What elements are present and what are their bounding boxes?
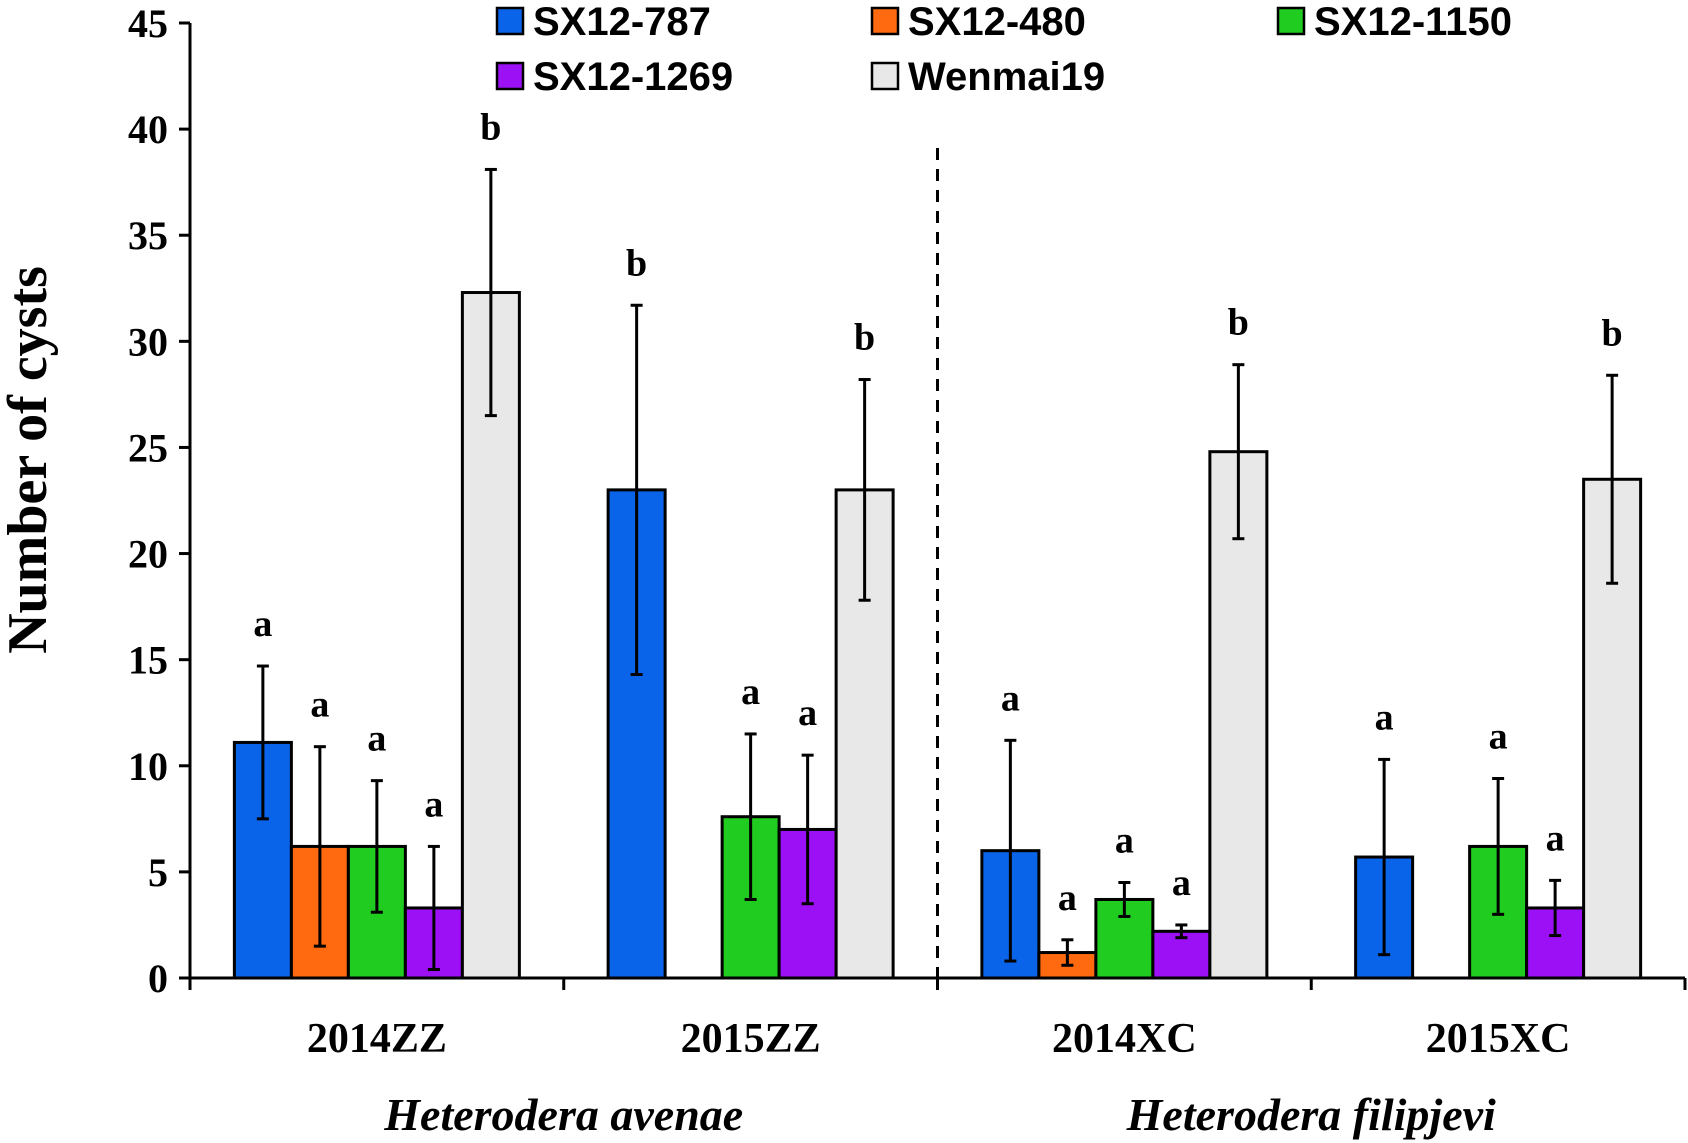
x-tick-label: 2015XC xyxy=(1426,1016,1571,1062)
significance-label: a xyxy=(1489,716,1508,758)
y-axis-label: Number of cysts xyxy=(0,266,59,654)
bars xyxy=(232,291,1643,980)
y-tick-label: 40 xyxy=(128,107,168,152)
y-tick-label: 15 xyxy=(128,638,168,683)
significance-label: a xyxy=(1172,862,1191,904)
legend-label: SX12-1150 xyxy=(1314,0,1512,44)
x-tick-label: 2014ZZ xyxy=(307,1016,447,1062)
legend-swatch-SX12-1150 xyxy=(1276,6,1306,36)
y-tick-label: 25 xyxy=(128,425,168,470)
legend-swatch-SX12-480 xyxy=(870,6,900,36)
significance-label: a xyxy=(1115,820,1134,862)
significance-label: a xyxy=(253,603,272,645)
significance-label: a xyxy=(1546,817,1565,859)
legend-label: SX12-480 xyxy=(908,0,1086,44)
legend-label: Wenmai19 xyxy=(908,55,1105,99)
significance-label: b xyxy=(626,242,647,284)
y-tick-label: 20 xyxy=(128,532,168,577)
significance-label: b xyxy=(1228,302,1249,344)
legend-label: SX12-1269 xyxy=(533,55,733,99)
x-tick-label: 2015ZZ xyxy=(681,1016,821,1062)
significance-label: b xyxy=(854,317,875,359)
y-tick-label: 35 xyxy=(128,213,168,258)
axes: 0 5 10 15 20 25 30 35 40 45 2014ZZ 2015ZZ 2014XC 2015… xyxy=(128,1,1687,1140)
x-tick-label: 2014XC xyxy=(1052,1016,1197,1062)
y-tick-label: 0 xyxy=(148,956,168,1001)
significance-label: a xyxy=(424,783,443,825)
y-tick-label: 5 xyxy=(148,850,168,895)
y-tick-label: 30 xyxy=(128,319,168,364)
legend-swatch-SX12-1269 xyxy=(495,61,525,91)
group-label: Heterodera filipjevi xyxy=(1126,1089,1496,1140)
legend-swatch-SX12-787 xyxy=(495,6,525,36)
significance-label: b xyxy=(480,106,501,148)
significance-label: a xyxy=(1058,877,1077,919)
legend-label: SX12-787 xyxy=(533,0,711,44)
y-tick-label: 10 xyxy=(128,744,168,789)
significance-label: b xyxy=(1602,312,1623,354)
significance-label: a xyxy=(310,684,329,726)
error-bars xyxy=(256,167,1619,972)
significance-label: a xyxy=(1375,696,1394,738)
legend: SX12-787 SX12-480 SX12-1150 SX12-1269 Wenmai… xyxy=(495,0,1512,99)
significance-label: a xyxy=(741,671,760,713)
y-tick-label: 45 xyxy=(128,1,168,46)
group-label: Heterodera avenae xyxy=(383,1089,743,1140)
significance-label: a xyxy=(798,692,817,734)
significance-label: a xyxy=(367,718,386,760)
legend-swatch-Wenmai19 xyxy=(870,61,900,91)
significance-label: a xyxy=(1001,677,1020,719)
